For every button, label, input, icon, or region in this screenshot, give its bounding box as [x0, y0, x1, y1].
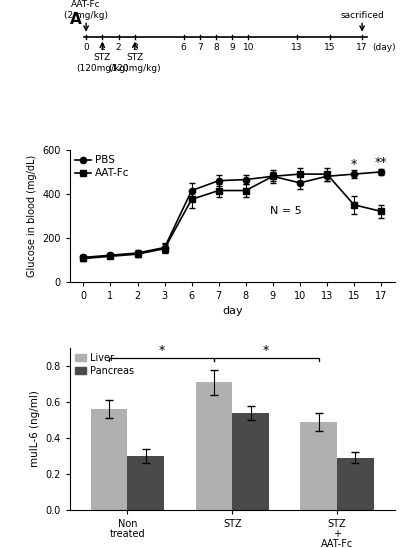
- Text: *: *: [351, 158, 357, 171]
- Bar: [337, 458, 374, 510]
- Text: *: *: [158, 344, 165, 357]
- Text: 3: 3: [132, 43, 138, 52]
- Text: 7: 7: [197, 43, 203, 52]
- Text: A: A: [70, 12, 82, 27]
- X-axis label: day: day: [222, 306, 242, 316]
- Text: (day): (day): [372, 43, 395, 52]
- Text: N = 5: N = 5: [270, 206, 302, 215]
- Legend: PBS, AAT-Fc: PBS, AAT-Fc: [75, 155, 129, 178]
- Text: 8: 8: [213, 43, 219, 52]
- Bar: [300, 422, 337, 510]
- Text: 15: 15: [324, 43, 335, 52]
- Text: 10: 10: [243, 43, 254, 52]
- Bar: [196, 383, 232, 510]
- Text: 13: 13: [291, 43, 303, 52]
- Y-axis label: Glucose in blood (mg/dL): Glucose in blood (mg/dL): [27, 155, 37, 277]
- Bar: [127, 456, 164, 510]
- Text: 2: 2: [116, 43, 121, 52]
- Text: 1: 1: [99, 43, 105, 52]
- Text: STZ
(120mg/kg): STZ (120mg/kg): [76, 53, 129, 72]
- Text: **: **: [375, 156, 387, 169]
- Text: 17: 17: [356, 43, 368, 52]
- Text: STZ
(120mg/kg): STZ (120mg/kg): [109, 53, 161, 72]
- Bar: [91, 409, 127, 510]
- Text: 0: 0: [83, 43, 89, 52]
- Text: 9: 9: [229, 43, 235, 52]
- Bar: [232, 413, 269, 510]
- Text: 6: 6: [181, 43, 186, 52]
- Text: sacrificed: sacrificed: [340, 10, 384, 20]
- Text: AAT-Fc
(2 mg/kg): AAT-Fc (2 mg/kg): [64, 0, 108, 20]
- Text: *: *: [263, 344, 269, 357]
- Legend: Liver, Pancreas: Liver, Pancreas: [75, 353, 134, 376]
- Y-axis label: muIL-6 (ng/ml): muIL-6 (ng/ml): [30, 391, 40, 467]
